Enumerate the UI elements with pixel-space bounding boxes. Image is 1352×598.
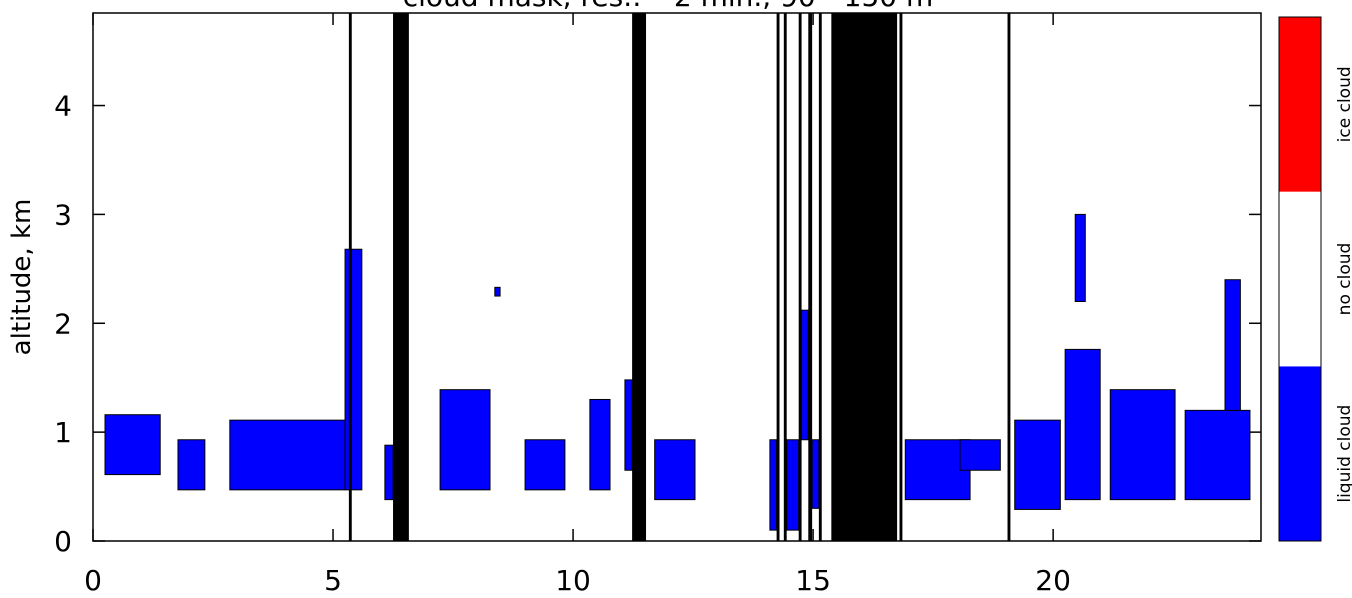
x-tick-label: 0 (84, 564, 102, 597)
legend-swatch (1279, 191, 1321, 367)
cloud-patch (1064, 348, 1101, 501)
chart-title: cloud mask, res.: ~2 min., 90 - 150 m (403, 0, 934, 13)
legend-swatch (1279, 366, 1321, 541)
cloud-patch (786, 439, 800, 531)
cloud-patch (589, 398, 611, 491)
cloud-patch (624, 379, 633, 471)
y-tick-label: 1 (54, 416, 72, 449)
x-tick-label: 15 (795, 564, 831, 597)
legend-swatch (1279, 17, 1321, 192)
legend-label: liquid cloud (1335, 405, 1352, 503)
cloud-patch (229, 419, 346, 491)
cloud-patch (494, 286, 501, 297)
no-data-gap (348, 13, 352, 541)
y-tick-label: 3 (54, 198, 72, 231)
cloud-patch (439, 389, 491, 491)
plot-frame (92, 12, 1262, 542)
cloud-patch (904, 439, 971, 501)
colorbar-frame (1278, 16, 1322, 542)
cloud-patch (959, 439, 1001, 471)
cloud-patch (524, 439, 566, 491)
no-data-gap (808, 13, 813, 541)
no-data-gap (393, 13, 409, 541)
cloud-patch (384, 444, 394, 501)
no-data-gap (899, 13, 903, 541)
cloud-patch (177, 439, 206, 491)
y-axis-label: altitude, km (7, 199, 37, 356)
cloud-patch (1184, 409, 1251, 501)
x-tick-label: 20 (1035, 564, 1071, 597)
cloud-patch (1109, 389, 1176, 501)
cloud-patch (769, 439, 778, 531)
cloud-patch (811, 439, 820, 509)
no-data-gap (776, 13, 780, 541)
no-data-gap (632, 13, 647, 541)
cloud-patch (654, 439, 696, 501)
no-data-gap (1007, 13, 1011, 541)
y-tick-label: 0 (54, 525, 72, 558)
cloud-patch (344, 248, 363, 491)
no-data-gap (831, 13, 898, 541)
cloud-patch (1224, 279, 1241, 411)
y-tick-label: 2 (54, 307, 72, 340)
x-tick-label: 5 (324, 564, 342, 597)
legend-label: no cloud (1335, 243, 1352, 316)
no-data-gap (818, 13, 822, 541)
cloud-patch (801, 309, 809, 441)
cloud-patch (1074, 213, 1086, 302)
legend-label: ice cloud (1335, 66, 1352, 142)
cloud-patch (104, 414, 161, 476)
cloud-patch (1014, 419, 1061, 510)
x-tick-label: 10 (555, 564, 591, 597)
y-tick-label: 4 (54, 90, 72, 123)
no-data-gap (783, 13, 787, 541)
no-data-gap (798, 13, 802, 541)
